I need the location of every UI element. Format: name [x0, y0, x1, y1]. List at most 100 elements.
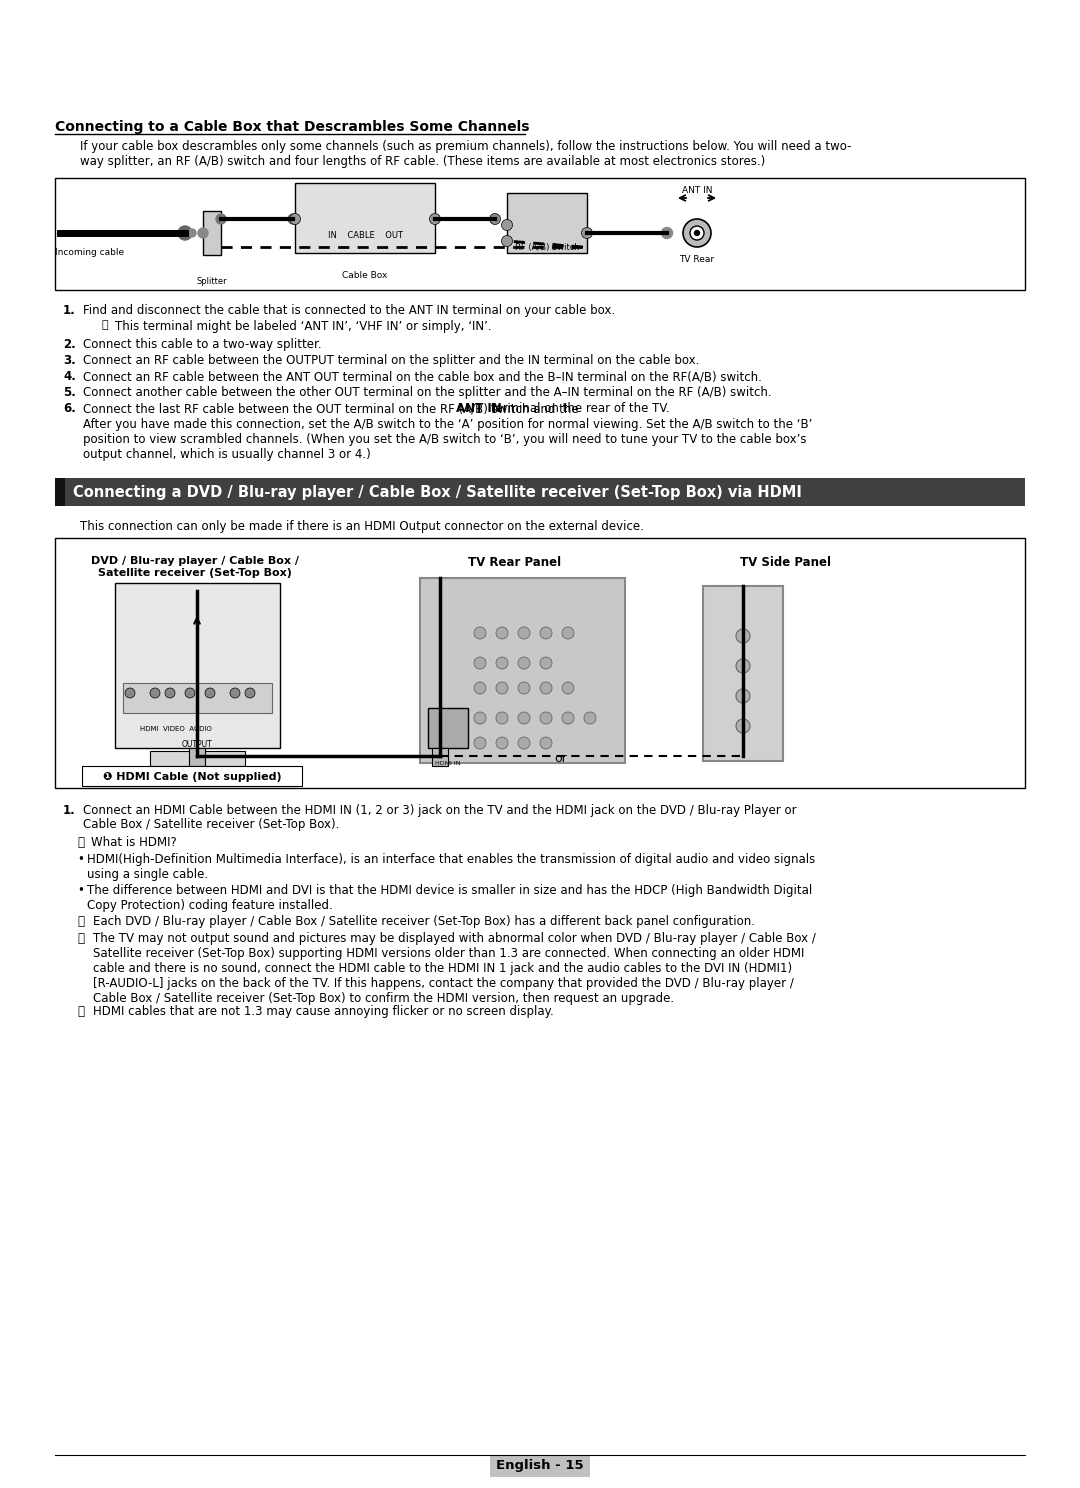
Text: 6.: 6.: [63, 402, 76, 415]
Bar: [82, 766, 302, 786]
Circle shape: [562, 682, 573, 693]
Circle shape: [474, 737, 486, 748]
Circle shape: [540, 658, 552, 670]
Circle shape: [735, 629, 750, 643]
Text: ⓘ: ⓘ: [77, 1004, 84, 1018]
Text: OUTPUT: OUTPUT: [183, 740, 213, 748]
Text: DVD / Blu-ray player / Cable Box /: DVD / Blu-ray player / Cable Box /: [91, 557, 299, 565]
Ellipse shape: [581, 228, 593, 238]
Circle shape: [496, 711, 508, 725]
Ellipse shape: [198, 228, 208, 238]
Text: Cable Box: Cable Box: [342, 271, 388, 280]
Bar: [114, 583, 280, 748]
Ellipse shape: [690, 226, 704, 240]
Circle shape: [518, 711, 530, 725]
Text: ⓘ: ⓘ: [102, 320, 108, 330]
Text: HDMI  VIDEO  AUDIO: HDMI VIDEO AUDIO: [140, 726, 212, 732]
Text: If your cable box descrambles only some channels (such as premium channels), fol: If your cable box descrambles only some …: [80, 140, 851, 168]
Circle shape: [518, 737, 530, 748]
Circle shape: [540, 737, 552, 748]
Text: Find and disconnect the cable that is connected to the ANT IN terminal on your c: Find and disconnect the cable that is co…: [83, 304, 616, 317]
Circle shape: [125, 687, 135, 698]
Ellipse shape: [501, 235, 513, 247]
Text: HDMI IN: HDMI IN: [435, 760, 461, 766]
Circle shape: [496, 658, 508, 670]
Circle shape: [474, 658, 486, 670]
Bar: [123, 683, 272, 713]
Ellipse shape: [188, 229, 195, 237]
Ellipse shape: [694, 231, 700, 235]
Circle shape: [518, 658, 530, 670]
Text: 1.: 1.: [63, 804, 76, 817]
Ellipse shape: [288, 214, 298, 225]
Text: This connection can only be made if there is an HDMI Output connector on the ext: This connection can only be made if ther…: [80, 519, 644, 533]
Circle shape: [584, 711, 596, 725]
Circle shape: [205, 687, 215, 698]
Circle shape: [540, 682, 552, 693]
Circle shape: [735, 659, 750, 673]
Text: English - 15: English - 15: [496, 1460, 584, 1473]
Text: Connect an HDMI Cable between the HDMI IN (1, 2 or 3) jack on the TV and the HDM: Connect an HDMI Cable between the HDMI I…: [83, 804, 797, 817]
Text: The TV may not output sound and pictures may be displayed with abnormal color wh: The TV may not output sound and pictures…: [93, 931, 815, 1004]
Bar: [150, 751, 245, 766]
Ellipse shape: [683, 219, 711, 247]
Text: TV Rear: TV Rear: [679, 254, 715, 263]
Text: Connect an RF cable between the OUTPUT terminal on the splitter and the IN termi: Connect an RF cable between the OUTPUT t…: [83, 354, 700, 368]
Circle shape: [540, 711, 552, 725]
Circle shape: [474, 626, 486, 638]
Text: Cable Box / Satellite receiver (Set-Top Box).: Cable Box / Satellite receiver (Set-Top …: [83, 818, 339, 830]
Circle shape: [518, 626, 530, 638]
Bar: [490, 1455, 590, 1478]
Text: HDMI cables that are not 1.3 may cause annoying flicker or no screen display.: HDMI cables that are not 1.3 may cause a…: [93, 1004, 554, 1018]
Ellipse shape: [289, 213, 300, 225]
Circle shape: [150, 687, 160, 698]
Text: Connect this cable to a two-way splitter.: Connect this cable to a two-way splitter…: [83, 338, 322, 351]
Ellipse shape: [216, 214, 226, 225]
Text: TV Side Panel: TV Side Panel: [740, 557, 831, 568]
Text: ❶ HDMI Cable (Not supplied): ❶ HDMI Cable (Not supplied): [103, 772, 281, 783]
Ellipse shape: [489, 213, 500, 225]
Text: •: •: [77, 884, 84, 897]
Circle shape: [496, 626, 508, 638]
Circle shape: [245, 687, 255, 698]
Circle shape: [518, 682, 530, 693]
Circle shape: [562, 711, 573, 725]
Text: 4.: 4.: [63, 371, 76, 382]
Circle shape: [185, 687, 195, 698]
Text: ⓘ: ⓘ: [77, 836, 84, 850]
Text: The difference between HDMI and DVI is that the HDMI device is smaller in size a: The difference between HDMI and DVI is t…: [87, 884, 812, 912]
Text: TV Rear Panel: TV Rear Panel: [469, 557, 562, 568]
Bar: [203, 211, 221, 254]
Ellipse shape: [661, 228, 673, 238]
Bar: [428, 708, 468, 748]
Text: 3.: 3.: [63, 354, 76, 368]
Text: 1.: 1.: [63, 304, 76, 317]
Bar: [420, 577, 625, 763]
Bar: [55, 478, 65, 506]
Text: 2.: 2.: [63, 338, 76, 351]
Text: Each DVD / Blu-ray player / Cable Box / Satellite receiver (Set-Top Box) has a d: Each DVD / Blu-ray player / Cable Box / …: [93, 915, 755, 929]
Circle shape: [474, 711, 486, 725]
Text: Satellite receiver (Set-Top Box): Satellite receiver (Set-Top Box): [98, 568, 292, 577]
Text: RF (A/B) Switch: RF (A/B) Switch: [515, 243, 579, 251]
Text: terminal on the rear of the TV.: terminal on the rear of the TV.: [487, 402, 670, 415]
Text: ⓘ: ⓘ: [77, 915, 84, 929]
Ellipse shape: [430, 213, 441, 225]
Text: HDMI(High-Definition Multimedia Interface), is an interface that enables the tra: HDMI(High-Definition Multimedia Interfac…: [87, 853, 815, 881]
Circle shape: [496, 737, 508, 748]
Text: ANT IN: ANT IN: [681, 186, 712, 195]
Text: ANT IN: ANT IN: [456, 402, 502, 415]
Circle shape: [230, 687, 240, 698]
Bar: [55, 478, 1025, 506]
Ellipse shape: [178, 226, 192, 240]
Circle shape: [562, 626, 573, 638]
Text: Incoming cable: Incoming cable: [55, 248, 124, 257]
Text: After you have made this connection, set the A/B switch to the ‘A’ position for : After you have made this connection, set…: [83, 418, 812, 461]
Text: ⓘ: ⓘ: [77, 931, 84, 945]
Text: Splitter: Splitter: [197, 277, 227, 286]
Text: Connecting to a Cable Box that Descrambles Some Channels: Connecting to a Cable Box that Descrambl…: [55, 121, 529, 134]
Circle shape: [735, 719, 750, 734]
Bar: [507, 193, 588, 253]
Bar: [703, 586, 783, 760]
Circle shape: [540, 626, 552, 638]
